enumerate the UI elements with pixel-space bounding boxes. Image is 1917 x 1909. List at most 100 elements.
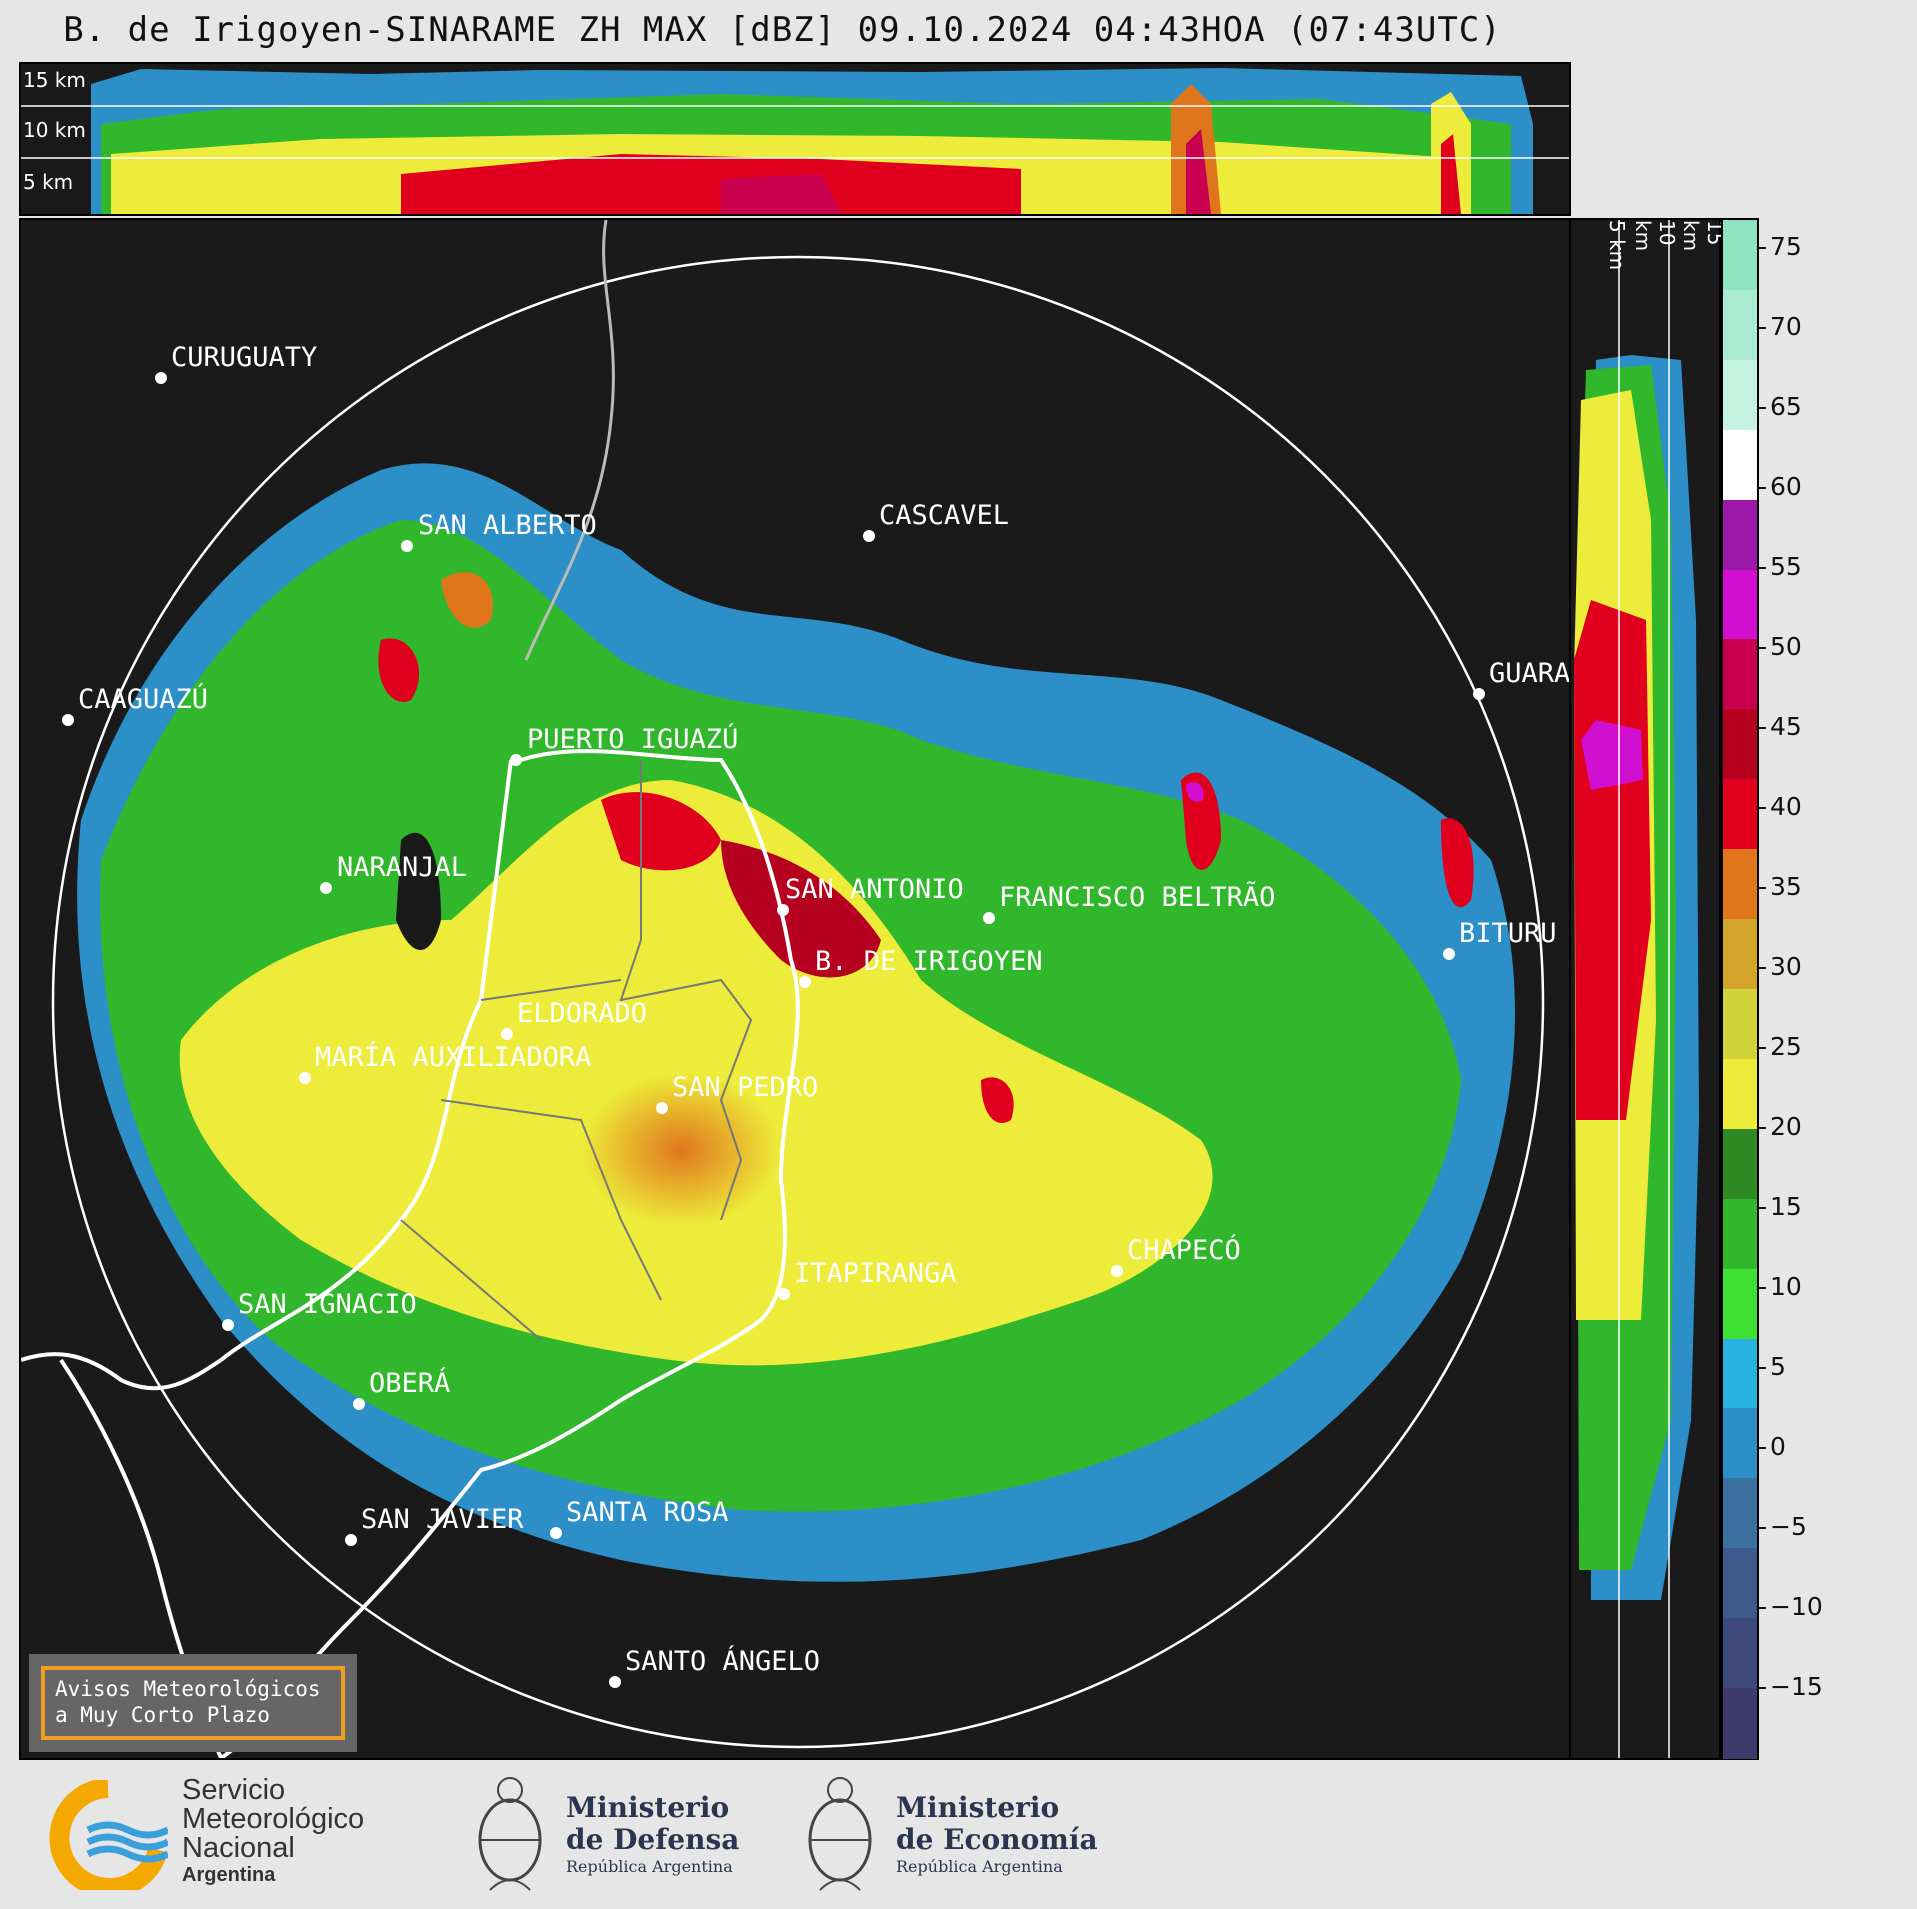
colorbar-tick-mark (1759, 247, 1766, 249)
city-label-santa-rosa: SANTA ROSA (566, 1497, 729, 1528)
city-label-san-pedro: SAN PEDRO (672, 1072, 818, 1103)
top-profile-echoes (21, 68, 1569, 214)
colorbar-tick-label: −10 (1770, 1592, 1823, 1621)
colorbar-band (1723, 989, 1757, 1060)
colorbar-band (1723, 1058, 1757, 1130)
colorbar-tick-mark (1759, 1367, 1766, 1369)
top-profile-10km-label: 10 km (23, 118, 86, 142)
economia-line3: República Argentina (896, 1857, 1063, 1876)
colorbar-tick-label: 55 (1770, 552, 1802, 581)
colorbar-band (1723, 1128, 1757, 1200)
footer: Servicio Meteorológico Nacional Argentin… (0, 1762, 1917, 1909)
colorbar-tick-mark (1759, 807, 1766, 809)
colorbar-tick-label: 50 (1770, 632, 1802, 661)
border-line-north (524, 219, 615, 661)
colorbar-tick-mark (1759, 487, 1766, 489)
colorbar-tick-label: 0 (1770, 1432, 1786, 1461)
reflectivity-colorbar (1721, 218, 1759, 1760)
city-label-caaguazu: CAAGUAZÚ (78, 683, 208, 715)
colorbar-band (1723, 639, 1757, 711)
river-border-east (219, 749, 800, 1760)
colorbar-tick-label: 5 (1770, 1352, 1786, 1381)
economia-line2: de Economía (896, 1823, 1098, 1856)
city-label-san-antonio: SAN ANTONIO (785, 874, 964, 905)
colorbar-tick-mark (1759, 967, 1766, 969)
colorbar-band (1723, 1688, 1757, 1759)
city-label-curuguaty: CURUGUATY (171, 342, 317, 373)
colorbar-tick-mark (1759, 1127, 1766, 1129)
city-label-itapiranga: ITAPIRANGA (794, 1258, 957, 1289)
top-profile-5km-label: 5 km (23, 170, 74, 194)
range-ring (51, 255, 1545, 1749)
colorbar-tick-mark (1759, 327, 1766, 329)
city-label-san-javier: SAN JAVIER (361, 1504, 524, 1535)
side-profile-15km-label: 15 km (1679, 220, 1727, 252)
colorbar-tick-label: −5 (1770, 1512, 1807, 1541)
side-profile-echoes (1574, 220, 1699, 1758)
colorbar-tick-mark (1759, 407, 1766, 409)
colorbar-band (1723, 359, 1757, 431)
colorbar-band (1723, 779, 1757, 851)
colorbar-band (1723, 919, 1757, 990)
colorbar-band (1723, 220, 1757, 291)
colorbar-band (1723, 569, 1757, 641)
colorbar-band (1723, 849, 1757, 921)
city-label-maria-auxiliadora: MARÍA AUXILIADORA (315, 1041, 591, 1073)
colorbar-band (1723, 1478, 1757, 1550)
colorbar-tick-label: −15 (1770, 1672, 1823, 1701)
city-label-guara: GUARA (1489, 658, 1569, 689)
page-title: B. de Irigoyen-SINARAME ZH MAX [dBZ] 09.… (63, 10, 1502, 50)
colorbar-tick-label: 10 (1770, 1272, 1802, 1301)
colorbar-band (1723, 1338, 1757, 1410)
smn-line1: Servicio (182, 1774, 286, 1806)
department-border (619, 760, 753, 1221)
alert-box-line1: Avisos Meteorológicos (55, 1677, 321, 1701)
city-label-bituru: BITURU (1459, 918, 1557, 949)
colorbar-tick-label: 65 (1770, 392, 1802, 421)
colorbar-tick-label: 25 (1770, 1032, 1802, 1061)
colorbar-band (1723, 1268, 1757, 1340)
colorbar-tick-mark (1759, 1687, 1766, 1689)
side-profile-5km-label: 5 km (1605, 220, 1629, 271)
city-label-chapeco: CHAPECÓ (1127, 1234, 1241, 1266)
river-border-west (20, 759, 513, 1391)
colorbar-tick-mark (1759, 1207, 1766, 1209)
radar-map: CURUGUATY SAN ALBERTO CASCAVEL CAAGUAZÚ … (19, 218, 1571, 1760)
colorbar-tick-mark (1759, 1527, 1766, 1529)
city-label-san-ignacio: SAN IGNACIO (238, 1289, 417, 1320)
smn-line3: Nacional (182, 1832, 295, 1864)
defensa-line2: de Defensa (566, 1823, 740, 1856)
colorbar-band (1723, 429, 1757, 501)
colorbar-tick-mark (1759, 567, 1766, 569)
smn-line4: Argentina (182, 1864, 276, 1886)
smn-line2: Meteorológico (182, 1803, 365, 1835)
colorbar-tick-label: 35 (1770, 872, 1802, 901)
city-label-eldorado: ELDORADO (517, 998, 647, 1029)
colorbar-tick-label: 40 (1770, 792, 1802, 821)
colorbar-tick-label: 20 (1770, 1112, 1802, 1141)
top-profile-15km-label: 15 km (23, 68, 86, 92)
side-height-profile: 5 km 10 km 15 km (1571, 218, 1727, 1760)
city-label-cascavel: CASCAVEL (879, 500, 1009, 531)
colorbar-tick-mark (1759, 727, 1766, 729)
colorbar-tick-mark (1759, 1447, 1766, 1449)
top-height-profile: 15 km 10 km 5 km (19, 62, 1571, 216)
colorbar-tick-mark (1759, 887, 1766, 889)
colorbar-band (1723, 709, 1757, 781)
economia-coat-of-arms-icon (808, 1777, 872, 1891)
colorbar-band (1723, 289, 1757, 361)
economia-line1: Ministerio (896, 1791, 1060, 1824)
alert-box-line2: a Muy Corto Plazo (55, 1703, 270, 1727)
defensa-line1: Ministerio (566, 1791, 730, 1824)
colorbar-tick-mark (1759, 1607, 1766, 1609)
city-label-b-de-irigoyen: B. DE IRIGOYEN (815, 946, 1043, 977)
colorbar-band (1723, 1618, 1757, 1690)
city-label-naranjal: NARANJAL (337, 852, 467, 883)
radar-map-svg: CURUGUATY SAN ALBERTO CASCAVEL CAAGUAZÚ … (20, 219, 1570, 1760)
smn-logo-icon (49, 1780, 168, 1890)
city-label-obera: OBERÁ (369, 1367, 450, 1399)
city-label-san-alberto: SAN ALBERTO (418, 510, 597, 541)
defensa-coat-of-arms-icon (478, 1777, 542, 1891)
side-profile-10km-label: 10 km (1631, 220, 1679, 252)
colorbar-tick-mark (1759, 1047, 1766, 1049)
